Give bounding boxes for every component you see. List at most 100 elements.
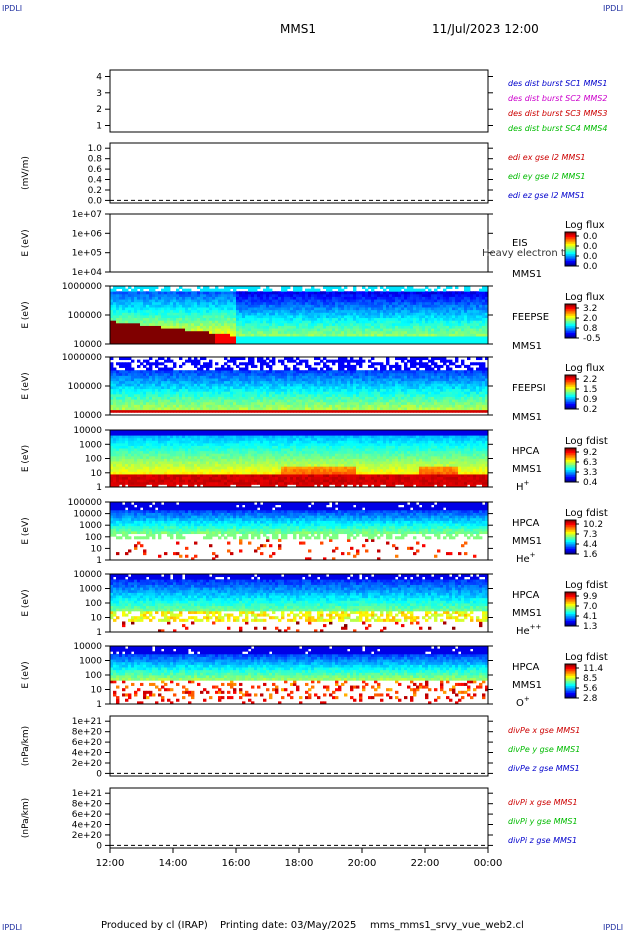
heatmap-cell-feepse [239,312,243,316]
heatmap-cell-feepsi [272,372,276,376]
heatmap-cell-feepse [263,307,267,311]
heatmap-cell-feepsi [431,401,435,405]
heatmap-cell-feepsi [236,375,240,379]
heatmap-cell-feepsi [338,362,342,366]
heatmap-cell-feepse [269,317,273,321]
heatmap-cell-feepse [323,312,327,316]
heatmap-cell-feepse [317,309,321,313]
heatmap-cell-feepse [281,291,285,295]
heatmap-cell-feepse [281,304,285,308]
heatmap-cell-feepsi [164,396,168,400]
heatmap-cell-feepsi [443,378,447,382]
heatmap-cell-feepsi [212,401,216,405]
heatmap-cell-feepse [284,299,288,303]
heatmap-cell-feepsi [359,396,363,400]
heatmap-cell-feepsi [449,396,453,400]
heatmap-cell-feepse [149,325,153,329]
heatmap-cell-feepsi [335,391,339,395]
heatmap-cell-feepse [395,341,399,345]
heatmap-cell-feepse [182,296,186,300]
heatmap-cell-feepse [194,299,198,303]
heatmap-cell-feepsi [137,372,141,376]
heatmap-cell-feepsi [413,359,417,363]
heatmap-cell-feepsi [344,372,348,376]
heatmap-cell-feepse [401,309,405,313]
heatmap-cell-feepse [143,301,147,305]
heatmap-cell-feepsi [236,404,240,408]
heatmap-cell-feepse [440,312,444,316]
heatmap-cell-feepsi [383,404,387,408]
heatmap-cell-feepse [320,312,324,316]
heatmap-cell-feepsi [281,399,285,403]
heatmap-cell-feepse [407,309,411,313]
heatmap-cell-feepsi [290,375,294,379]
heatmap-cell-feepse [149,320,153,324]
heatmap-cell-feepse [131,341,135,345]
heatmap-cell-feepsi [113,383,117,387]
heatmap-cell-feepse [287,286,291,290]
heatmap-cell-feepse [458,338,462,342]
heatmap-cell-feepse [281,336,285,340]
heatmap-cell-feepsi [146,409,150,413]
heatmap-cell-feepse [302,293,306,297]
heatmap-cell-feepse [479,293,483,297]
heatmap-cell-feepse [233,301,237,305]
heatmap-cell-feepse [209,288,213,292]
heatmap-cell-feepsi [224,388,228,392]
heatmap-cell-feepse [125,338,129,342]
heatmap-cell-feepse [449,328,453,332]
heatmap-cell-feepsi [371,383,375,387]
heatmap-cell-feepse [113,333,117,337]
heatmap-cell-feepse [302,309,306,313]
heatmap-cell-feepsi [215,407,219,411]
heatmap-cell-feepse [452,325,456,329]
heatmap-cell-feepse [164,291,168,295]
heatmap-cell-feepse [173,301,177,305]
heatmap-cell-feepse [194,341,198,345]
heatmap-cell-feepsi [251,386,255,390]
heatmap-cell-feepsi [119,372,123,376]
heatmap-cell-feepse [176,301,180,305]
heatmap-cell-feepse [269,293,273,297]
heatmap-cell-feepsi [278,409,282,413]
heatmap-cell-feepse [359,301,363,305]
heatmap-cell-feepse [338,333,342,337]
heatmap-cell-feepsi [386,383,390,387]
heatmap-cell-feepse [311,293,315,297]
heatmap-cell-feepsi [176,380,180,384]
heatmap-cell-feepsi [128,357,132,361]
heatmap-cell-feepsi [266,383,270,387]
heatmap-cell-feepsi [344,357,348,361]
heatmap-cell-feepse [152,299,156,303]
heatmap-cell-feepse [296,325,300,329]
heatmap-cell-feepsi [347,401,351,405]
heatmap-cell-feepse [398,338,402,342]
heatmap-cell-feepse [122,320,126,324]
colorbar-segment [565,319,576,322]
heatmap-cell-feepsi [368,388,372,392]
heatmap-cell-feepse [185,301,189,305]
heatmap-cell-feepsi [155,388,159,392]
heatmap-cell-feepsi [425,399,429,403]
heatmap-cell-feepsi [296,388,300,392]
heatmap-cell-feepsi [116,372,120,376]
heatmap-cell-feepsi [155,362,159,366]
heatmap-cell-feepsi [461,393,465,397]
heatmap-cell-feepse [431,296,435,300]
heatmap-cell-feepse [476,301,480,305]
colorbar-tick-label: 0.0 [583,242,598,252]
heatmap-cell-feepsi [278,393,282,397]
heatmap-cell-feepsi [362,404,366,408]
heatmap-cell-feepse [305,315,309,319]
heatmap-cell-feepsi [227,404,231,408]
heatmap-cell-feepsi [281,383,285,387]
heatmap-cell-feepsi [203,386,207,390]
heatmap-cell-feepsi [323,401,327,405]
heatmap-cell-feepse [473,293,477,297]
heatmap-cell-feepse [341,317,345,321]
heatmap-cell-feepsi [389,391,393,395]
heatmap-cell-feepsi [110,409,114,413]
heatmap-cell-feepsi [182,388,186,392]
heatmap-cell-feepse [242,315,246,319]
heatmap-cell-feepse [464,288,468,292]
